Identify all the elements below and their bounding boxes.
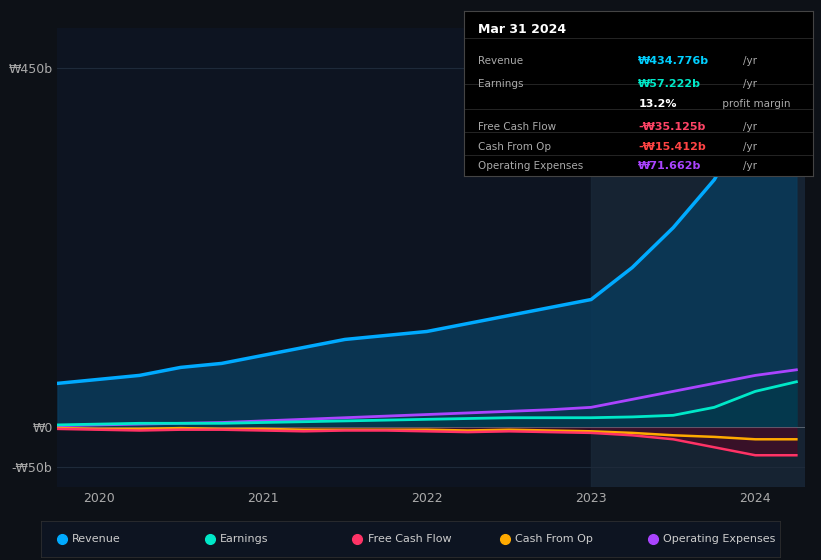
Text: Operating Expenses: Operating Expenses: [663, 534, 776, 544]
Text: Earnings: Earnings: [478, 79, 523, 89]
Text: ₩434.776b: ₩434.776b: [639, 56, 709, 66]
Text: Cash From Op: Cash From Op: [478, 142, 551, 152]
Text: -₩35.125b: -₩35.125b: [639, 122, 706, 132]
Text: 13.2%: 13.2%: [639, 99, 677, 109]
Text: /yr: /yr: [743, 79, 757, 89]
Text: profit margin: profit margin: [718, 99, 790, 109]
Text: ₩71.662b: ₩71.662b: [639, 161, 702, 171]
Text: Free Cash Flow: Free Cash Flow: [368, 534, 452, 544]
Text: Earnings: Earnings: [220, 534, 268, 544]
Text: /yr: /yr: [743, 122, 757, 132]
Text: /yr: /yr: [743, 142, 757, 152]
Text: Operating Expenses: Operating Expenses: [478, 161, 583, 171]
Text: /yr: /yr: [743, 56, 757, 66]
Text: ₩57.222b: ₩57.222b: [639, 79, 701, 89]
Text: Free Cash Flow: Free Cash Flow: [478, 122, 556, 132]
Text: Mar 31 2024: Mar 31 2024: [478, 23, 566, 36]
Bar: [591, 28, 805, 487]
Text: Cash From Op: Cash From Op: [516, 534, 594, 544]
Text: /yr: /yr: [743, 161, 757, 171]
Text: Revenue: Revenue: [478, 56, 523, 66]
Text: -₩15.412b: -₩15.412b: [639, 142, 706, 152]
Text: Revenue: Revenue: [72, 534, 121, 544]
